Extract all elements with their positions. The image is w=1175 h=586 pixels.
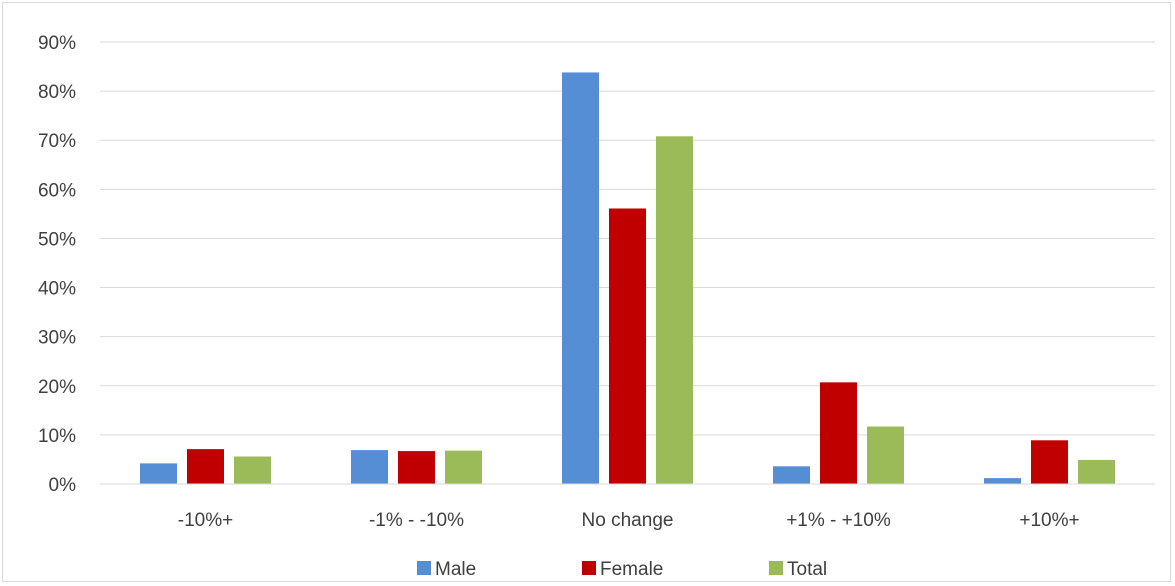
gridlines (100, 41, 1155, 436)
y-tick-label: 60% (38, 180, 76, 201)
y-axis-ticks: 0% 10% 20% 30% 40% 50% 60% 70% 80% 90% (38, 33, 76, 496)
legend-swatch (582, 561, 596, 575)
y-tick-label: 30% (38, 328, 76, 349)
bars (140, 72, 1115, 485)
bar-female-4 (1031, 440, 1068, 484)
bar-male-3 (773, 466, 810, 484)
y-tick-label: 40% (38, 279, 76, 300)
bar-total-4 (1078, 459, 1115, 484)
bar-female-0 (187, 449, 224, 484)
x-tick-label: No change (582, 510, 674, 531)
bar-female-2 (609, 208, 646, 484)
x-axis-ticks: -10%+ -1% - -10% No change +1% - +10% +10%+ (178, 510, 1080, 531)
bar-male-4 (984, 478, 1021, 484)
bar-total-0 (234, 456, 271, 484)
x-tick-label: +1% - +10% (786, 510, 891, 531)
bar-male-1 (351, 450, 388, 484)
y-tick-label: 10% (38, 426, 76, 447)
bar-male-0 (140, 463, 177, 484)
legend-label: Total (787, 559, 827, 580)
x-tick-label: -10%+ (178, 510, 233, 531)
y-tick-label: 70% (38, 131, 76, 152)
bar-total-1 (445, 450, 482, 484)
bar-male-2 (562, 72, 599, 485)
x-tick-label: +10%+ (1019, 510, 1079, 531)
legend-swatch (769, 561, 783, 575)
x-tick-label: -1% - -10% (369, 510, 464, 531)
y-tick-label: 80% (38, 82, 76, 103)
legend-swatch (417, 561, 431, 575)
y-tick-label: 50% (38, 229, 76, 250)
bar-total-3 (867, 426, 904, 484)
bar-total-2 (656, 136, 693, 484)
y-tick-label: 0% (49, 475, 77, 496)
y-tick-label: 90% (38, 33, 76, 54)
y-tick-label: 20% (38, 377, 76, 398)
legend-label: Male (435, 559, 476, 580)
legend-item-female: Female (582, 559, 663, 580)
bar-female-1 (398, 451, 435, 484)
legend-label: Female (600, 559, 663, 580)
bar-female-3 (820, 382, 857, 484)
legend-item-total: Total (769, 559, 827, 580)
legend: Male Female Total (417, 559, 827, 580)
legend-item-male: Male (417, 559, 476, 580)
